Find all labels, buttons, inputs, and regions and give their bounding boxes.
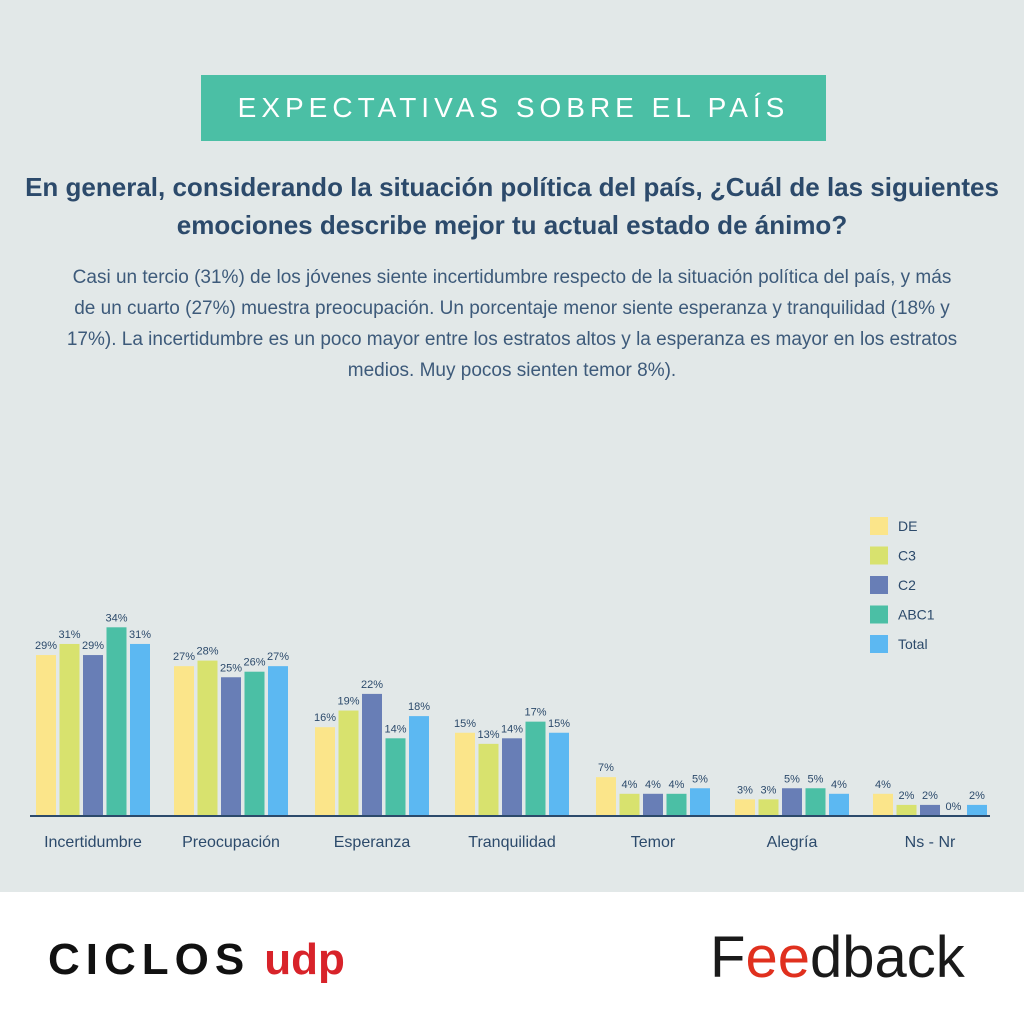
data-label: 4% [875, 779, 891, 791]
data-label: 31% [129, 629, 151, 641]
udp-wordmark: udp [264, 935, 345, 984]
legend-swatch-c2 [870, 576, 888, 594]
bar-preocupaci-n-de [174, 666, 194, 816]
data-label: 29% [82, 640, 104, 652]
bar-alegr-a-c2 [782, 788, 802, 816]
bar-temor-total [690, 788, 710, 816]
bar-alegr-a-de [735, 799, 755, 816]
legend-swatch-abc1 [870, 605, 888, 624]
data-label: 0% [946, 801, 962, 813]
data-label: 5% [808, 773, 824, 785]
data-label: 3% [761, 784, 777, 796]
bar-ns-nr-c3 [896, 804, 917, 816]
data-label: 13% [477, 729, 499, 741]
bar-preocupaci-n-c2 [221, 677, 241, 816]
data-label: 34% [105, 612, 127, 624]
bar-incertidumbre-c3 [59, 643, 80, 816]
feedback-wordmark-end: dback [809, 924, 965, 990]
bar-alegr-a-abc1 [805, 788, 826, 816]
data-label: 27% [267, 651, 289, 663]
bar-ns-nr-c2 [920, 804, 940, 816]
legend-swatch-c3 [870, 546, 888, 565]
data-label: 4% [831, 779, 847, 791]
data-label: 28% [196, 646, 218, 658]
bar-esperanza-de [315, 727, 335, 816]
bar-incertidumbre-c2 [83, 655, 103, 816]
data-label: 16% [314, 712, 336, 724]
bar-tranquilidad-c2 [502, 738, 522, 816]
data-label: 15% [548, 718, 570, 730]
data-label: 2% [969, 790, 985, 802]
data-label: 5% [692, 773, 708, 785]
ciclos-udp-logo: CICLOS udp [48, 930, 345, 990]
data-label: 22% [361, 679, 383, 691]
category-label: Esperanza [334, 834, 411, 851]
data-label: 14% [501, 723, 523, 735]
survey-question: En general, considerando la situación po… [25, 172, 999, 240]
ciclos-wordmark: CICLOS [48, 935, 251, 984]
bar-tranquilidad-total [549, 732, 569, 816]
category-label: Tranquilidad [468, 834, 555, 851]
bar-temor-de [596, 777, 616, 816]
bar-temor-c3 [619, 793, 640, 816]
feedback-wordmark-accent: ee [745, 924, 810, 990]
bar-esperanza-c3 [338, 710, 359, 816]
category-label: Temor [631, 834, 676, 851]
data-label: 4% [669, 779, 685, 791]
data-label: 2% [899, 790, 915, 802]
data-label: 7% [598, 762, 614, 774]
data-label: 26% [243, 657, 265, 669]
legend-label-c2: C2 [898, 577, 916, 593]
bar-alegr-a-c3 [758, 799, 779, 816]
data-label: 19% [337, 696, 359, 708]
bar-ns-nr-de [873, 793, 893, 816]
bar-tranquilidad-c3 [478, 743, 499, 816]
data-label: 14% [384, 723, 406, 735]
bar-preocupaci-n-total [268, 666, 288, 816]
data-label: 2% [922, 790, 938, 802]
bar-esperanza-c2 [362, 693, 382, 816]
legend-label-abc1: ABC1 [898, 607, 935, 623]
bar-alegr-a-total [829, 793, 849, 816]
data-label: 27% [173, 651, 195, 663]
section-banner: EXPECTATIVAS SOBRE EL PAÍS [201, 75, 826, 141]
data-label: 3% [737, 784, 753, 796]
category-label: Alegría [767, 834, 818, 851]
data-label: 15% [454, 718, 476, 730]
legend-swatch-total [870, 635, 888, 653]
bar-esperanza-abc1 [385, 738, 406, 816]
data-label: 5% [784, 773, 800, 785]
category-label: Incertidumbre [44, 834, 142, 851]
bar-preocupaci-n-c3 [197, 660, 218, 816]
data-label: 31% [58, 629, 80, 641]
legend-label-de: DE [898, 518, 917, 534]
bar-incertidumbre-de [36, 655, 56, 816]
data-label: 25% [220, 662, 242, 674]
data-label: 17% [524, 707, 546, 719]
legend-label-c3: C3 [898, 548, 916, 564]
legend-swatch-de [870, 517, 888, 535]
bar-preocupaci-n-abc1 [244, 671, 265, 816]
data-label: 18% [408, 701, 430, 713]
bar-tranquilidad-de [455, 732, 475, 816]
bar-incertidumbre-total [130, 643, 150, 816]
bar-tranquilidad-abc1 [525, 721, 546, 816]
data-label: 4% [645, 779, 661, 791]
feedback-wordmark-start: F [710, 924, 746, 990]
category-label: Ns - Nr [905, 834, 956, 851]
data-label: 4% [622, 779, 638, 791]
bar-esperanza-total [409, 716, 429, 816]
legend-label-total: Total [898, 636, 928, 652]
bar-incertidumbre-abc1 [106, 627, 127, 816]
summary-text: Casi un tercio (31%) de los jóvenes sien… [66, 267, 958, 381]
bar-ns-nr-total [967, 804, 987, 816]
bar-temor-c2 [643, 793, 663, 816]
data-label: 29% [35, 640, 57, 652]
bar-temor-abc1 [666, 793, 687, 816]
category-label: Preocupación [182, 834, 280, 851]
